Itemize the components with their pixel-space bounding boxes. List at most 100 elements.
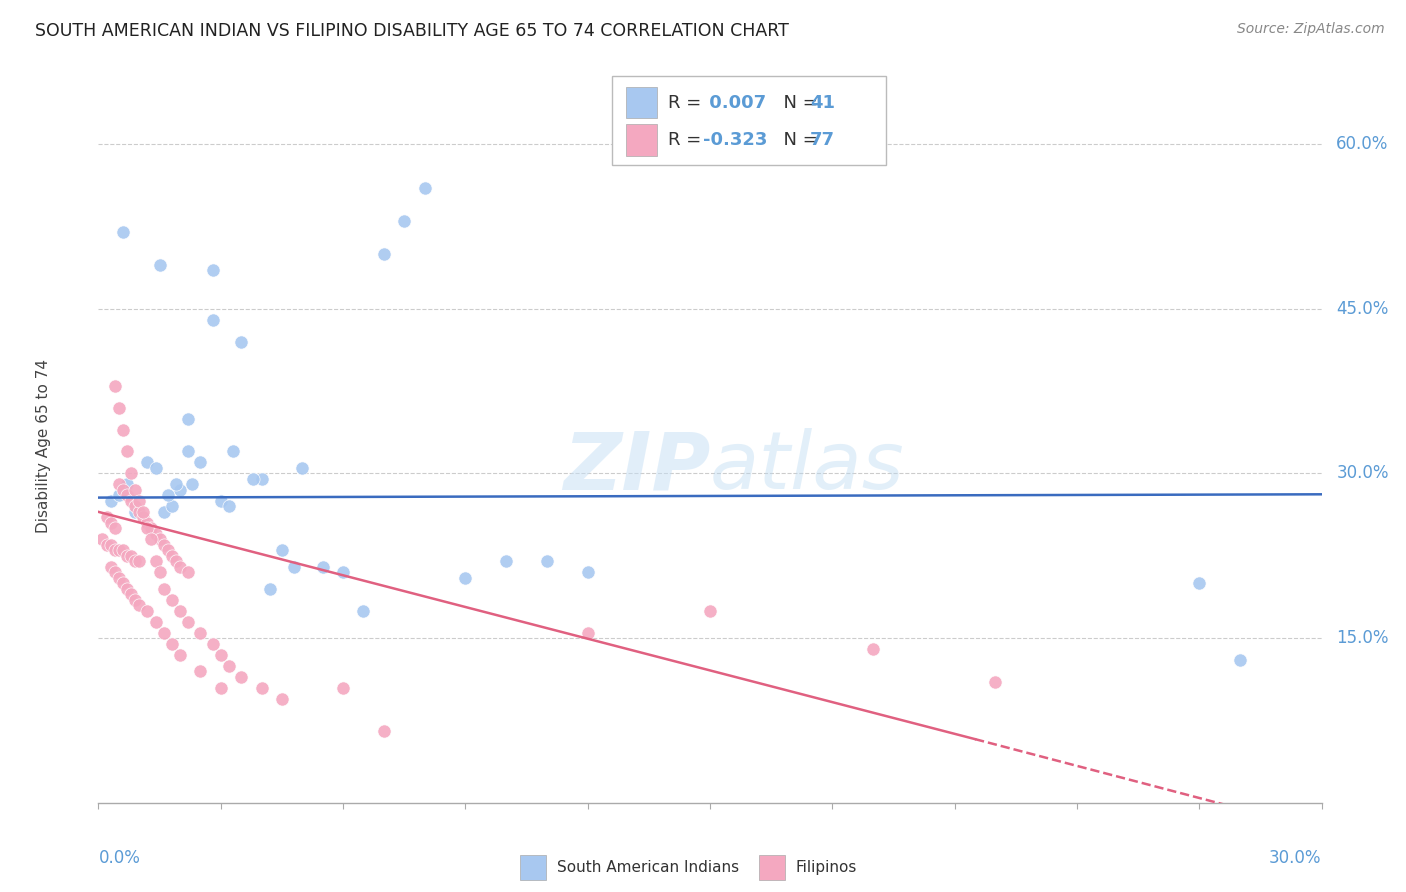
Point [124,505,146,519]
Point [188,625,212,640]
Point [108,401,131,415]
Point [209,648,232,662]
Point [156,543,179,558]
Point [1229,653,1251,667]
Point [141,521,163,535]
Text: 45.0%: 45.0% [1336,300,1389,318]
Text: atlas: atlas [710,428,905,507]
Point [108,543,131,558]
Point [115,488,138,502]
Point [145,526,167,541]
Point [111,225,134,239]
Point [413,181,436,195]
Text: 30.0%: 30.0% [1336,465,1389,483]
Point [124,592,146,607]
Point [104,378,127,392]
Point [209,681,232,695]
Text: R =: R = [668,94,707,112]
Text: 0.007: 0.007 [703,94,766,112]
Text: Disability Age 65 to 74: Disability Age 65 to 74 [37,359,51,533]
Point [699,604,721,618]
Point [373,724,395,739]
Point [96,538,118,552]
Point [165,554,187,568]
Point [283,559,305,574]
Point [152,538,174,552]
Point [160,500,183,514]
Point [128,598,150,612]
Text: SOUTH AMERICAN INDIAN VS FILIPINO DISABILITY AGE 65 TO 74 CORRELATION CHART: SOUTH AMERICAN INDIAN VS FILIPINO DISABI… [35,22,789,40]
Point [141,533,163,547]
Point [495,554,517,568]
Point [169,648,191,662]
Point [218,500,240,514]
Point [373,247,395,261]
Point [136,455,159,469]
Point [100,538,122,552]
Point [100,559,122,574]
Point [152,582,174,596]
Point [201,263,224,277]
Point [536,554,558,568]
Point [149,258,172,272]
Point [201,312,224,326]
Point [108,477,131,491]
Point [156,488,179,502]
Point [242,472,264,486]
Text: Filipinos: Filipinos [796,860,858,874]
Text: ZIP: ZIP [562,428,710,507]
Point [115,549,138,563]
Text: N =: N = [772,94,824,112]
Point [177,615,200,629]
Text: 77: 77 [810,131,835,149]
Text: 30.0%: 30.0% [1270,849,1322,867]
Text: R =: R = [668,131,707,149]
Text: Source: ZipAtlas.com: Source: ZipAtlas.com [1237,22,1385,37]
Point [96,510,118,524]
Point [115,477,138,491]
Point [188,664,212,678]
Point [231,334,253,349]
Point [120,494,142,508]
Point [454,571,477,585]
Point [149,566,172,580]
Point [165,477,187,491]
Point [984,675,1007,690]
Point [136,521,159,535]
Point [111,543,134,558]
Point [104,521,127,535]
Point [136,516,159,530]
Text: 60.0%: 60.0% [1336,135,1389,153]
Point [862,642,884,657]
Point [209,494,232,508]
Point [332,681,354,695]
Point [181,477,204,491]
Point [111,423,134,437]
Point [132,510,155,524]
Point [332,566,354,580]
Point [145,615,167,629]
Point [291,461,314,475]
Point [312,559,335,574]
Point [100,516,122,530]
Point [104,543,127,558]
Text: 15.0%: 15.0% [1336,629,1389,647]
Point [169,559,191,574]
Point [128,505,150,519]
Point [392,214,416,228]
Point [108,571,131,585]
Point [104,566,127,580]
Point [128,494,150,508]
Point [145,554,167,568]
Point [100,494,122,508]
Point [108,488,131,502]
Point [250,472,273,486]
Point [177,566,200,580]
Point [259,582,281,596]
Point [177,444,200,458]
Point [152,625,174,640]
Text: 41: 41 [810,94,835,112]
Point [120,467,142,481]
Point [120,549,142,563]
Text: N =: N = [772,131,824,149]
